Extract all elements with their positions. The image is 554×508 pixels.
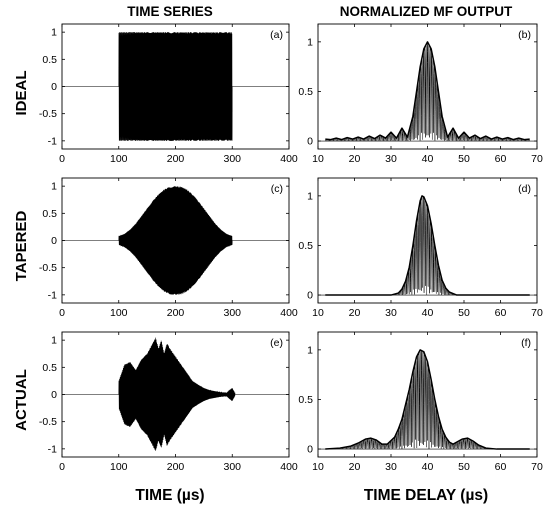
x-tick-label: 100 — [110, 461, 128, 473]
y-tick-label: -1 — [48, 289, 57, 301]
series-envelope — [325, 195, 530, 296]
y-tick-label: 1 — [51, 181, 57, 193]
plot-area — [62, 32, 289, 141]
series-waveform — [118, 32, 233, 141]
y-tick-label: 0.5 — [298, 86, 313, 98]
x-tick-label: 200 — [167, 153, 185, 165]
panel-c: 0 100 200 300 400 -1 -0.5 0 0.5 1 (c) — [39, 177, 298, 319]
panel-b: 10 20 30 40 50 60 70 0 0.5 1 (b) — [298, 23, 543, 165]
panel-label: (d) — [518, 183, 531, 195]
panel-label: (e) — [270, 337, 283, 349]
y-tick-label: 0.5 — [42, 362, 57, 374]
y-tick-label: 0.5 — [42, 54, 57, 66]
x-tick-label: 300 — [223, 307, 241, 319]
y-tick-label: 1 — [51, 335, 57, 347]
panel-f: 10 20 30 40 50 60 70 0 0.5 1 (f) — [298, 331, 543, 473]
y-tick-label: -1 — [48, 443, 57, 455]
plot-area — [318, 349, 537, 450]
row-label-actual: ACTUAL — [13, 369, 30, 431]
x-tick-label: 50 — [458, 307, 470, 319]
column-title-mf-output: NORMALIZED MF OUTPUT — [340, 4, 513, 19]
x-tick-label: 40 — [422, 307, 434, 319]
x-tick-label: 300 — [223, 153, 241, 165]
y-tick-label: -0.5 — [39, 416, 57, 428]
y-tick-label: 0 — [51, 235, 57, 247]
x-tick-label: 10 — [312, 153, 324, 165]
y-tick-label: 0.5 — [42, 208, 57, 220]
x-tick-label: 60 — [495, 307, 507, 319]
x-tick-label: 0 — [59, 153, 65, 165]
x-tick-label: 100 — [110, 307, 128, 319]
panel-label: (c) — [271, 183, 283, 195]
x-tick-label: 0 — [59, 461, 65, 473]
panel-a: 0 100 200 300 400 -1 -0.5 0 0.5 1 (a) — [39, 23, 298, 165]
x-tick-label: 60 — [495, 461, 507, 473]
x-tick-label: 300 — [223, 461, 241, 473]
x-tick-label: 400 — [280, 153, 298, 165]
x-tick-label: 200 — [167, 461, 185, 473]
y-tick-label: -1 — [48, 135, 57, 147]
x-tick-label: 400 — [280, 307, 298, 319]
x-axis-label-time-delay: TIME DELAY (µs) — [364, 487, 488, 504]
panels: 0 100 200 300 400-1-0.500.51 (a)10 20 30 40 50 60 7… — [39, 23, 543, 473]
y-tick-label: 0 — [51, 389, 57, 401]
y-tick-label: 0.5 — [298, 394, 313, 406]
x-axis-label-time: TIME (µs) — [135, 487, 204, 504]
y-tick-label: 0 — [307, 444, 313, 456]
x-tick-label: 10 — [312, 461, 324, 473]
panel-label: (b) — [518, 29, 531, 41]
series-waveform — [118, 186, 233, 295]
x-tick-label: 40 — [422, 153, 434, 165]
y-tick-label: 1 — [51, 27, 57, 39]
x-tick-label: 400 — [280, 461, 298, 473]
series-mf-trace — [325, 195, 530, 296]
y-tick-label: 0 — [307, 290, 313, 302]
y-tick-label: 1 — [307, 36, 313, 48]
x-tick-label: 0 — [59, 307, 65, 319]
x-tick-label: 200 — [167, 307, 185, 319]
panel-label: (a) — [270, 29, 283, 41]
y-tick-label: 1 — [307, 344, 313, 356]
y-tick-label: -0.5 — [39, 108, 57, 120]
row-label-tapered: TAPERED — [13, 211, 30, 282]
x-tick-label: 30 — [385, 461, 397, 473]
plot-area — [318, 41, 537, 142]
x-tick-label: 20 — [349, 307, 361, 319]
x-tick-label: 30 — [385, 153, 397, 165]
series-envelope — [325, 349, 530, 450]
x-tick-label: 70 — [531, 461, 543, 473]
x-tick-label: 70 — [531, 307, 543, 319]
x-tick-label: 100 — [110, 153, 128, 165]
column-title-time-series: TIME SERIES — [127, 4, 213, 19]
axes-frame — [317, 177, 538, 304]
series-envelope — [325, 41, 530, 141]
x-tick-label: 70 — [531, 153, 543, 165]
x-tick-label: 50 — [458, 153, 470, 165]
y-tick-label: 0 — [51, 81, 57, 93]
y-tick-label: 0.5 — [298, 240, 313, 252]
x-tick-label: 60 — [495, 153, 507, 165]
x-tick-label: 40 — [422, 461, 434, 473]
panel-d: 10 20 30 40 50 60 70 0 0.5 1 (d) — [298, 177, 543, 319]
y-tick-label: 1 — [307, 190, 313, 202]
x-tick-label: 50 — [458, 461, 470, 473]
series-mf-trace — [325, 41, 530, 142]
x-tick-label: 10 — [312, 307, 324, 319]
plot-area — [62, 337, 289, 451]
plot-area — [62, 186, 289, 295]
y-tick-label: -0.5 — [39, 262, 57, 274]
x-tick-label: 20 — [349, 461, 361, 473]
panel-label: (f) — [521, 337, 531, 349]
plot-area — [318, 195, 537, 296]
panel-e: 0 100 200 300 400 -1 -0.5 0 0.5 1 (e) — [39, 331, 298, 473]
y-tick-label: 0 — [307, 136, 313, 148]
x-tick-label: 30 — [385, 307, 397, 319]
x-tick-label: 20 — [349, 153, 361, 165]
series-waveform — [118, 337, 236, 451]
row-label-ideal: IDEAL — [13, 71, 30, 116]
